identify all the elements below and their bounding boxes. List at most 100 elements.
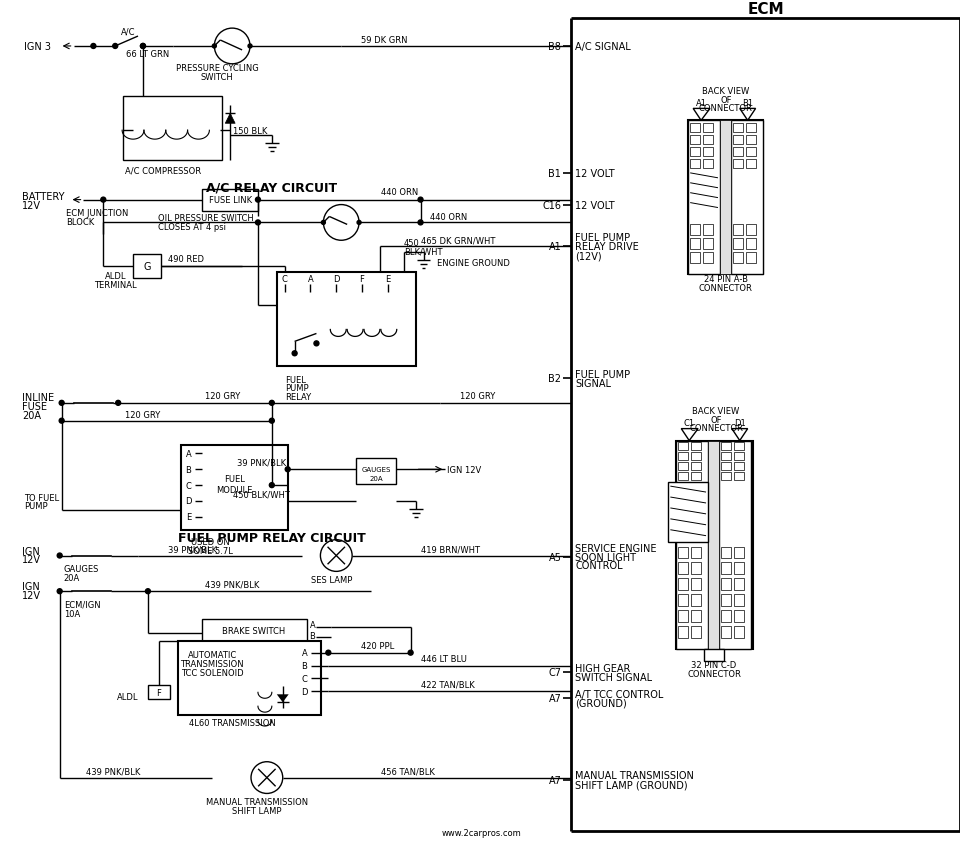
Text: 150 BLK: 150 BLK <box>233 127 267 136</box>
Bar <box>679 626 688 638</box>
Text: 4L60 TRANSMISSION: 4L60 TRANSMISSION <box>189 717 276 727</box>
Text: 20A: 20A <box>64 573 80 582</box>
Bar <box>202 190 258 211</box>
Text: INLINE: INLINE <box>22 392 54 403</box>
Text: 39 PNK/BLK: 39 PNK/BLK <box>168 544 217 554</box>
Text: C1: C1 <box>683 419 695 428</box>
Bar <box>177 641 321 715</box>
Circle shape <box>251 762 282 793</box>
Circle shape <box>59 401 65 406</box>
Text: SOME 5.7L: SOME 5.7L <box>188 546 232 555</box>
Bar <box>719 441 751 649</box>
Bar <box>746 148 756 157</box>
Bar <box>690 225 700 236</box>
Text: A: A <box>309 620 315 630</box>
Text: FUEL: FUEL <box>284 375 306 384</box>
Text: SES LAMP: SES LAMP <box>310 575 352 584</box>
Circle shape <box>269 483 275 488</box>
Polygon shape <box>226 114 235 124</box>
Text: A7: A7 <box>549 694 561 703</box>
Text: C7: C7 <box>549 668 561 678</box>
Bar <box>721 443 731 451</box>
Circle shape <box>255 220 260 225</box>
Text: ALDL: ALDL <box>117 692 138 701</box>
Text: CONNECTOR: CONNECTOR <box>687 669 741 679</box>
Bar <box>703 253 713 263</box>
Text: 120 GRY: 120 GRY <box>460 392 495 401</box>
Text: G: G <box>144 262 150 272</box>
Text: HIGH GEAR: HIGH GEAR <box>576 663 630 674</box>
Text: 120 GRY: 120 GRY <box>125 411 161 419</box>
Circle shape <box>323 205 359 241</box>
Bar <box>721 453 731 461</box>
Bar <box>703 124 713 133</box>
Bar <box>691 453 701 461</box>
Text: ECM/IGN: ECM/IGN <box>64 600 100 609</box>
Text: 490 RED: 490 RED <box>168 254 203 263</box>
Bar <box>703 239 713 250</box>
Bar <box>734 547 743 559</box>
Bar <box>703 225 713 236</box>
Text: 12V: 12V <box>22 591 41 600</box>
Bar <box>691 594 701 606</box>
Text: PUMP: PUMP <box>24 502 47 511</box>
Bar <box>691 547 701 559</box>
Text: B1: B1 <box>549 169 561 179</box>
Text: 12V: 12V <box>22 200 41 210</box>
Circle shape <box>357 221 362 225</box>
Text: BLK/WHT: BLK/WHT <box>404 247 442 257</box>
Bar <box>691 473 701 480</box>
Text: BATTERY: BATTERY <box>22 192 65 202</box>
Text: 12 VOLT: 12 VOLT <box>576 169 615 179</box>
Bar <box>733 160 742 169</box>
Text: 422 TAN/BLK: 422 TAN/BLK <box>420 680 474 689</box>
Bar <box>688 122 720 274</box>
Text: GAUGES: GAUGES <box>64 565 99 573</box>
Circle shape <box>314 342 319 346</box>
Polygon shape <box>277 695 288 702</box>
Circle shape <box>326 651 331 656</box>
Bar <box>691 563 701 575</box>
Circle shape <box>141 45 146 50</box>
Text: 10A: 10A <box>64 609 80 618</box>
Text: 12V: 12V <box>22 555 41 565</box>
Text: B1: B1 <box>742 99 753 108</box>
Text: E: E <box>186 513 191 522</box>
Bar <box>721 594 731 606</box>
Text: PUMP: PUMP <box>284 384 308 393</box>
Bar <box>746 136 756 145</box>
Circle shape <box>116 401 120 406</box>
Bar <box>746 124 756 133</box>
Text: BACK VIEW: BACK VIEW <box>702 87 749 96</box>
Bar <box>721 473 731 480</box>
Text: B8: B8 <box>549 42 561 51</box>
Text: 20A: 20A <box>369 476 383 482</box>
Bar <box>133 255 161 279</box>
Text: 456 TAN/BLK: 456 TAN/BLK <box>381 766 435 776</box>
Circle shape <box>141 45 146 50</box>
Text: D: D <box>333 275 339 284</box>
Text: FUSE: FUSE <box>22 402 47 411</box>
Text: A/C RELAY CIRCUIT: A/C RELAY CIRCUIT <box>206 181 337 194</box>
Text: (12V): (12V) <box>576 251 602 261</box>
Circle shape <box>113 45 118 50</box>
Bar <box>734 610 743 622</box>
Bar <box>691 626 701 638</box>
Bar <box>721 547 731 559</box>
Text: BLOCK: BLOCK <box>66 218 94 227</box>
Bar <box>733 225 742 236</box>
Bar <box>734 594 743 606</box>
Text: A1: A1 <box>549 242 561 252</box>
Text: GAUGES: GAUGES <box>362 467 390 473</box>
Circle shape <box>418 220 423 225</box>
Text: SWITCH: SWITCH <box>201 73 233 82</box>
Circle shape <box>57 589 62 594</box>
Text: D: D <box>302 687 308 696</box>
Circle shape <box>248 45 252 49</box>
Bar <box>734 626 743 638</box>
Bar <box>668 483 708 542</box>
Bar <box>688 122 763 274</box>
Text: B: B <box>186 465 192 474</box>
Bar <box>703 148 713 157</box>
Text: A/C SIGNAL: A/C SIGNAL <box>576 42 630 51</box>
